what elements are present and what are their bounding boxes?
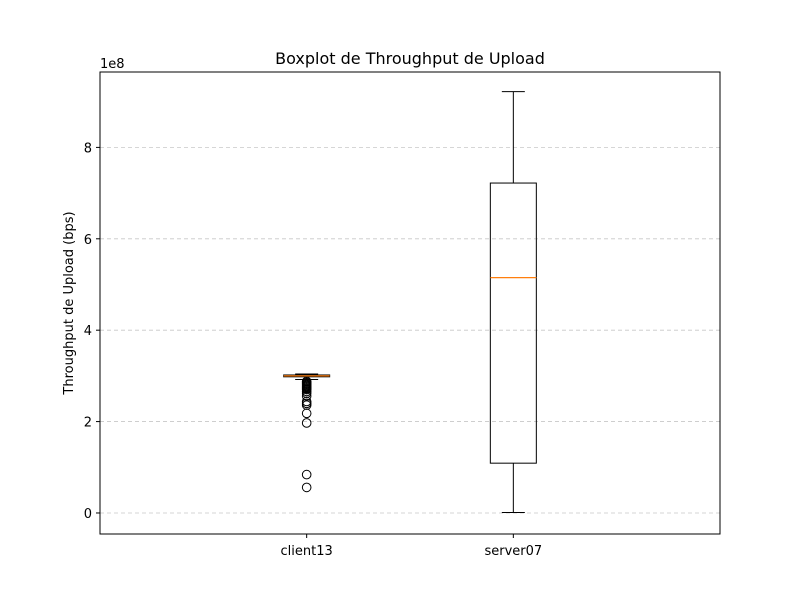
box-client13 [283,373,331,493]
y-offset-label: 1e8 [100,57,125,72]
x-tick-label: server07 [484,544,542,559]
outlier-point [301,469,312,480]
grid-lines [100,147,720,514]
y-tick-label: 4 [84,324,92,339]
ticks: 0 2 4 6 8 client13 server07 [84,141,542,559]
y-tick-label: 8 [84,141,92,156]
y-axis-label: Throughput de Upload (bps) [62,211,77,395]
y-tick-label: 0 [84,507,92,522]
box-server07 [489,91,537,514]
x-tick-label: client13 [281,544,333,559]
outlier-point [301,482,312,493]
y-tick-label: 2 [84,416,92,431]
outlier-point [301,408,312,419]
outlier-point [301,391,312,401]
y-tick-label: 6 [84,233,92,248]
outlier-point [301,418,312,428]
chart-title: Boxplot de Throughput de Upload [275,49,545,68]
axes-frame [99,71,721,535]
box-iqr [489,182,537,464]
boxes [283,91,537,514]
